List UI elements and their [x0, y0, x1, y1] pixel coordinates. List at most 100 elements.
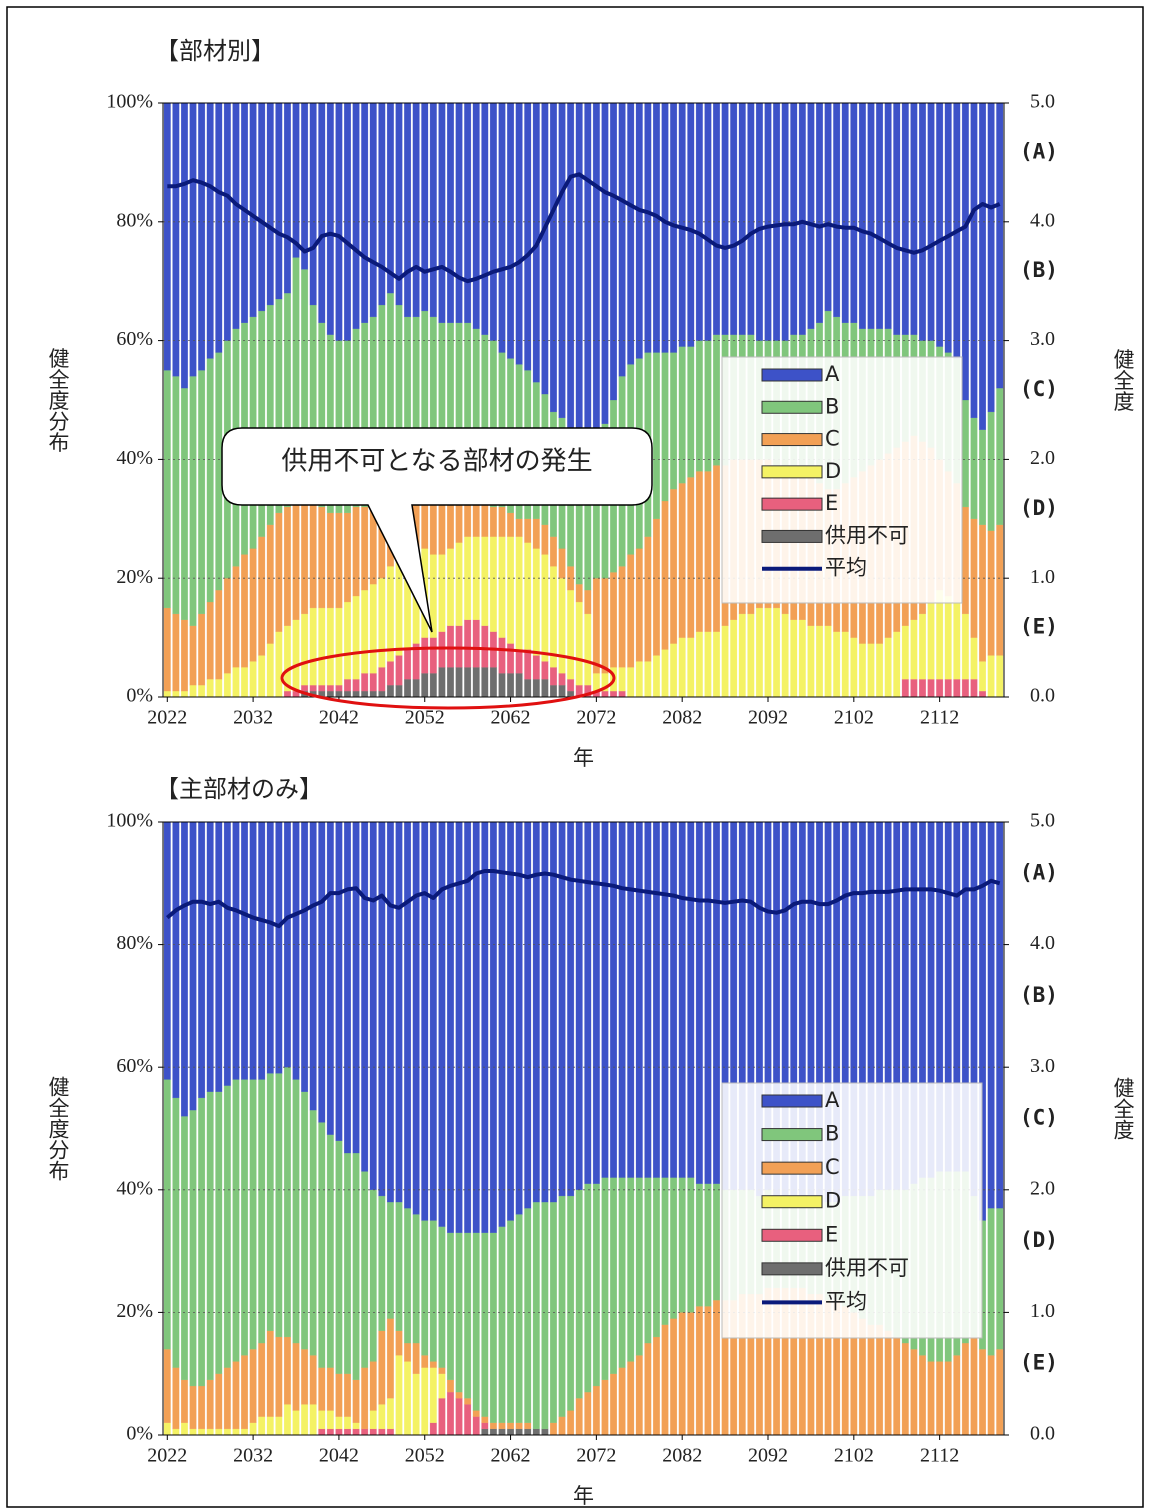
bar-segment	[927, 601, 935, 680]
bar-segment	[352, 1422, 360, 1430]
x-tick-label: 2102	[834, 1445, 874, 1467]
bar-segment	[961, 678, 969, 698]
legend-label: 供用不可	[825, 523, 909, 547]
bar-segment	[498, 536, 506, 638]
bar-segment	[618, 821, 626, 1178]
bar-segment	[807, 102, 815, 329]
bar-segment	[541, 661, 549, 680]
average-line	[167, 172, 1001, 284]
bar-segment	[481, 536, 489, 626]
bar-segment	[481, 625, 489, 668]
y2-tick-label: 1.0	[1030, 1300, 1055, 1322]
bar-segment	[429, 1367, 437, 1423]
bar-segment	[438, 554, 446, 632]
bar-segment	[532, 678, 540, 698]
bar-segment	[215, 102, 223, 353]
bar-segment	[635, 102, 643, 359]
grade-annotation: (C)	[1020, 1106, 1058, 1130]
bar-segment	[189, 1109, 197, 1387]
bar-segment	[541, 524, 549, 555]
bar-segment	[858, 102, 866, 329]
x-axis-label: 年	[573, 1484, 594, 1508]
bar-segment	[489, 821, 497, 1233]
y2-tick-label: 4.0	[1030, 209, 1055, 231]
bar-segment	[215, 1373, 223, 1430]
bar-segment	[644, 536, 652, 662]
bar-segment	[232, 821, 240, 1080]
bar-segment	[884, 637, 892, 698]
bar-segment	[352, 1379, 360, 1423]
bar-segment	[223, 1367, 231, 1430]
bar-segment	[326, 1134, 334, 1368]
bar-segment	[987, 655, 995, 698]
bar-segment	[489, 1232, 497, 1423]
bar-segment	[944, 1361, 952, 1436]
bar-segment	[455, 1398, 463, 1436]
y2-axis-label: 健全度	[1111, 349, 1135, 412]
x-tick-label: 2102	[834, 707, 874, 729]
y-tick-label: 0%	[126, 1423, 153, 1445]
bar-segment	[301, 500, 309, 615]
bar-segment	[404, 1361, 412, 1436]
bar-segment	[550, 821, 557, 1203]
bar-segment	[421, 821, 429, 1221]
bar-segment	[378, 690, 386, 698]
bar-segment	[163, 102, 171, 371]
bar-segment	[876, 102, 884, 329]
bar-segment	[627, 821, 635, 1178]
bar-segment	[979, 661, 987, 692]
bar-segment	[326, 684, 334, 692]
bar-segment	[472, 667, 480, 698]
bar-segment	[532, 548, 540, 656]
bar-segment	[447, 102, 454, 323]
callout-text: 供用不可となる部材の発生	[281, 447, 592, 477]
legend-swatch	[761, 1128, 823, 1142]
bar-segment	[241, 554, 248, 668]
bar-segment	[180, 619, 188, 692]
grade-annotation: (A)	[1020, 860, 1058, 884]
bar-segment	[180, 821, 188, 1117]
bar-segment	[258, 102, 266, 312]
bar-segment	[429, 1220, 437, 1362]
bar-segment	[266, 821, 274, 1074]
x-tick-label: 2072	[576, 1445, 616, 1467]
bar-segment	[970, 102, 978, 419]
bar-segment	[386, 1398, 394, 1430]
bar-segment	[592, 102, 600, 436]
bar-segment	[369, 673, 377, 692]
bar-segment	[429, 821, 437, 1221]
bar-segment	[601, 578, 609, 674]
bar-segment	[438, 1367, 446, 1374]
bar-segment	[472, 1232, 480, 1411]
bar-segment	[558, 1416, 566, 1436]
bar-segment	[695, 1183, 703, 1307]
bar-segment	[979, 524, 987, 662]
legend-swatch	[761, 368, 823, 382]
bar-segment	[592, 1183, 600, 1387]
bar-segment	[996, 821, 1004, 1209]
bar-segment	[979, 102, 987, 430]
bar-segment	[652, 655, 660, 698]
bar-segment	[601, 690, 609, 698]
bar-segment	[987, 530, 995, 656]
bar-segment	[524, 518, 532, 543]
bar-segment	[592, 673, 600, 692]
y2-tick-label: 0.0	[1030, 1423, 1055, 1445]
bar-segment	[335, 512, 343, 609]
bar-segment	[172, 613, 180, 692]
bar-segment	[567, 1195, 575, 1411]
bar-segment	[996, 524, 1004, 656]
y2-tick-label: 3.0	[1030, 1055, 1055, 1077]
bar-segment	[901, 625, 909, 680]
bar-segment	[592, 1385, 600, 1436]
bar-segment	[464, 667, 472, 698]
bar-segment	[807, 625, 815, 698]
y-tick-label: 60%	[116, 328, 153, 350]
bar-segment	[524, 649, 532, 680]
bar-segment	[687, 1312, 695, 1436]
y-tick-label: 80%	[116, 209, 153, 231]
bar-segment	[301, 684, 309, 692]
bar-segment	[258, 1079, 266, 1344]
bar-segment	[936, 678, 944, 698]
bar-segment	[558, 673, 566, 686]
